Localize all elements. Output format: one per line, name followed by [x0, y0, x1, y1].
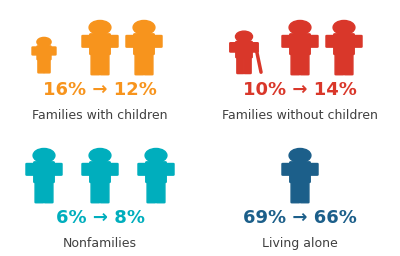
FancyBboxPatch shape — [91, 181, 100, 203]
FancyBboxPatch shape — [147, 181, 156, 203]
FancyBboxPatch shape — [344, 53, 353, 75]
FancyBboxPatch shape — [26, 164, 36, 175]
Circle shape — [145, 148, 167, 163]
FancyBboxPatch shape — [90, 34, 110, 55]
Text: 6% → 8%: 6% → 8% — [56, 209, 144, 227]
FancyBboxPatch shape — [290, 162, 310, 183]
FancyBboxPatch shape — [134, 34, 154, 55]
FancyBboxPatch shape — [108, 36, 118, 47]
Circle shape — [37, 37, 51, 47]
Text: 69% → 66%: 69% → 66% — [243, 209, 357, 227]
FancyBboxPatch shape — [34, 162, 54, 183]
Text: 16% → 12%: 16% → 12% — [43, 81, 157, 99]
FancyBboxPatch shape — [156, 181, 165, 203]
FancyBboxPatch shape — [38, 59, 44, 73]
FancyBboxPatch shape — [32, 47, 39, 55]
Circle shape — [33, 148, 55, 163]
FancyBboxPatch shape — [326, 36, 336, 47]
FancyBboxPatch shape — [352, 36, 362, 47]
FancyBboxPatch shape — [37, 46, 51, 60]
FancyBboxPatch shape — [250, 43, 258, 52]
FancyBboxPatch shape — [44, 59, 50, 73]
FancyBboxPatch shape — [230, 43, 238, 52]
Circle shape — [133, 20, 155, 35]
FancyBboxPatch shape — [335, 53, 344, 75]
Circle shape — [89, 148, 111, 163]
FancyBboxPatch shape — [100, 181, 109, 203]
FancyBboxPatch shape — [100, 53, 109, 75]
FancyBboxPatch shape — [108, 164, 118, 175]
Text: 10% → 14%: 10% → 14% — [243, 81, 357, 99]
FancyBboxPatch shape — [82, 164, 92, 175]
FancyBboxPatch shape — [308, 164, 318, 175]
Circle shape — [333, 20, 355, 35]
FancyBboxPatch shape — [152, 36, 162, 47]
FancyBboxPatch shape — [91, 53, 100, 75]
FancyBboxPatch shape — [291, 53, 300, 75]
FancyBboxPatch shape — [282, 36, 292, 47]
Circle shape — [89, 20, 111, 35]
FancyBboxPatch shape — [144, 53, 153, 75]
FancyBboxPatch shape — [82, 36, 92, 47]
FancyBboxPatch shape — [126, 36, 136, 47]
FancyBboxPatch shape — [138, 164, 148, 175]
Circle shape — [289, 148, 311, 163]
FancyBboxPatch shape — [300, 53, 309, 75]
FancyBboxPatch shape — [146, 162, 166, 183]
FancyBboxPatch shape — [291, 181, 300, 203]
FancyBboxPatch shape — [237, 57, 244, 73]
FancyBboxPatch shape — [290, 34, 310, 55]
FancyBboxPatch shape — [49, 47, 56, 55]
FancyBboxPatch shape — [244, 57, 251, 73]
Text: Families without children: Families without children — [222, 109, 378, 122]
FancyBboxPatch shape — [282, 164, 292, 175]
FancyBboxPatch shape — [44, 181, 53, 203]
Circle shape — [289, 20, 311, 35]
FancyBboxPatch shape — [300, 181, 309, 203]
FancyBboxPatch shape — [52, 164, 62, 175]
Circle shape — [236, 31, 252, 42]
FancyBboxPatch shape — [334, 34, 354, 55]
FancyBboxPatch shape — [236, 41, 252, 58]
FancyBboxPatch shape — [90, 162, 110, 183]
FancyBboxPatch shape — [135, 53, 144, 75]
FancyBboxPatch shape — [35, 181, 44, 203]
Text: Living alone: Living alone — [262, 237, 338, 250]
Text: Nonfamilies: Nonfamilies — [63, 237, 137, 250]
FancyBboxPatch shape — [164, 164, 174, 175]
Text: Families with children: Families with children — [32, 109, 168, 122]
FancyBboxPatch shape — [308, 36, 318, 47]
